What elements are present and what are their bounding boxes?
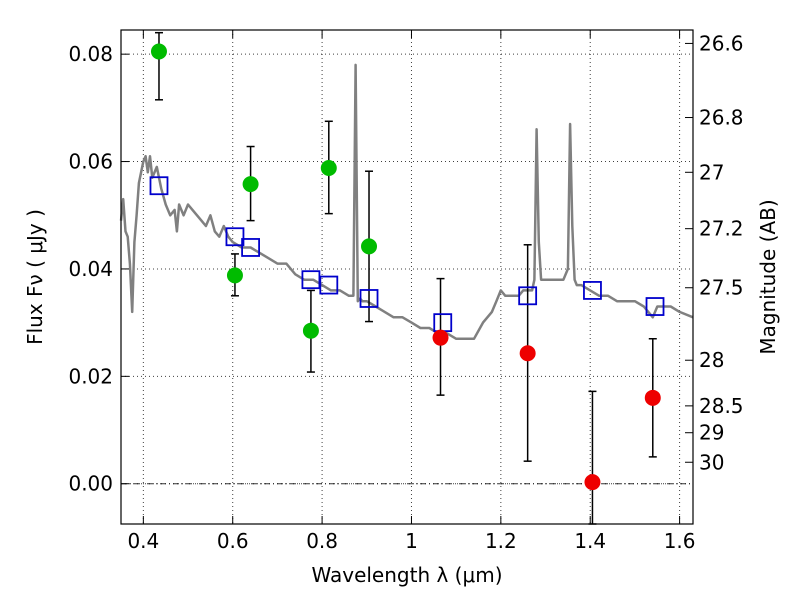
y-tick-label: 0.02: [68, 364, 113, 388]
tick-layer: 0.4 0.6 0.8 1 1.2 1.4 1.6 0.00 0.02 0.04 0.06 0.08 2…: [68, 30, 744, 553]
magnitude-tick-label: 29: [699, 421, 724, 445]
x-tick-label: 1.2: [485, 529, 517, 553]
optical-data-point: [320, 159, 337, 176]
model-square-point: [319, 275, 339, 295]
magnitude-tick-label: 27: [699, 160, 724, 184]
magnitude-tick-label: 27.2: [699, 217, 744, 241]
nir-data-point: [432, 329, 449, 346]
plot-frame: [120, 29, 694, 525]
x-tick-label: 1.6: [664, 529, 696, 553]
x-axis-label: Wavelength λ (μm): [311, 563, 502, 587]
model-square-point: [583, 281, 602, 300]
optical-data-point: [150, 43, 167, 60]
model-square-point: [225, 227, 245, 247]
nir-data-point: [584, 474, 601, 491]
model-square-point: [359, 289, 379, 308]
magnitude-tick-label: 26.6: [699, 31, 744, 55]
y-tick-label: 0.06: [68, 150, 113, 174]
y-axis-label-left: Flux Fν ( μJy ): [23, 209, 47, 345]
nir-data-point: [519, 345, 536, 362]
optical-data-point: [302, 322, 319, 339]
x-tick-label: 1.4: [574, 529, 606, 553]
magnitude-tick-label: 27.5: [699, 276, 744, 300]
magnitude-tick-label: 28: [699, 348, 724, 372]
model-square-layer: [149, 176, 665, 333]
magnitude-tick-label: 28.5: [699, 394, 744, 418]
model-square-point: [645, 297, 665, 316]
x-tick-label: 1: [405, 529, 418, 553]
x-tick-label: 0.8: [306, 529, 338, 553]
y-tick-label: 0.08: [68, 42, 113, 66]
optical-data-point: [226, 267, 243, 284]
optical-data-point: [242, 176, 259, 193]
magnitude-tick-label: 26.8: [699, 106, 744, 130]
optical-data-point: [361, 238, 378, 255]
model-square-point: [241, 238, 260, 257]
x-tick-label: 0.4: [127, 529, 159, 553]
x-tick-label: 0.6: [217, 529, 249, 553]
magnitude-tick-label: 30: [699, 450, 724, 474]
y-tick-label: 0.00: [68, 472, 113, 496]
nir-data-point: [644, 389, 661, 406]
model-sed-line: [119, 63, 694, 341]
y-tick-label: 0.04: [68, 257, 113, 281]
model-square-point: [149, 176, 169, 196]
model-line-layer: [119, 63, 694, 341]
data-point-layer: [150, 43, 661, 491]
y-axis-label-right: Magnitude (AB): [756, 199, 780, 354]
model-square-point: [518, 286, 538, 306]
